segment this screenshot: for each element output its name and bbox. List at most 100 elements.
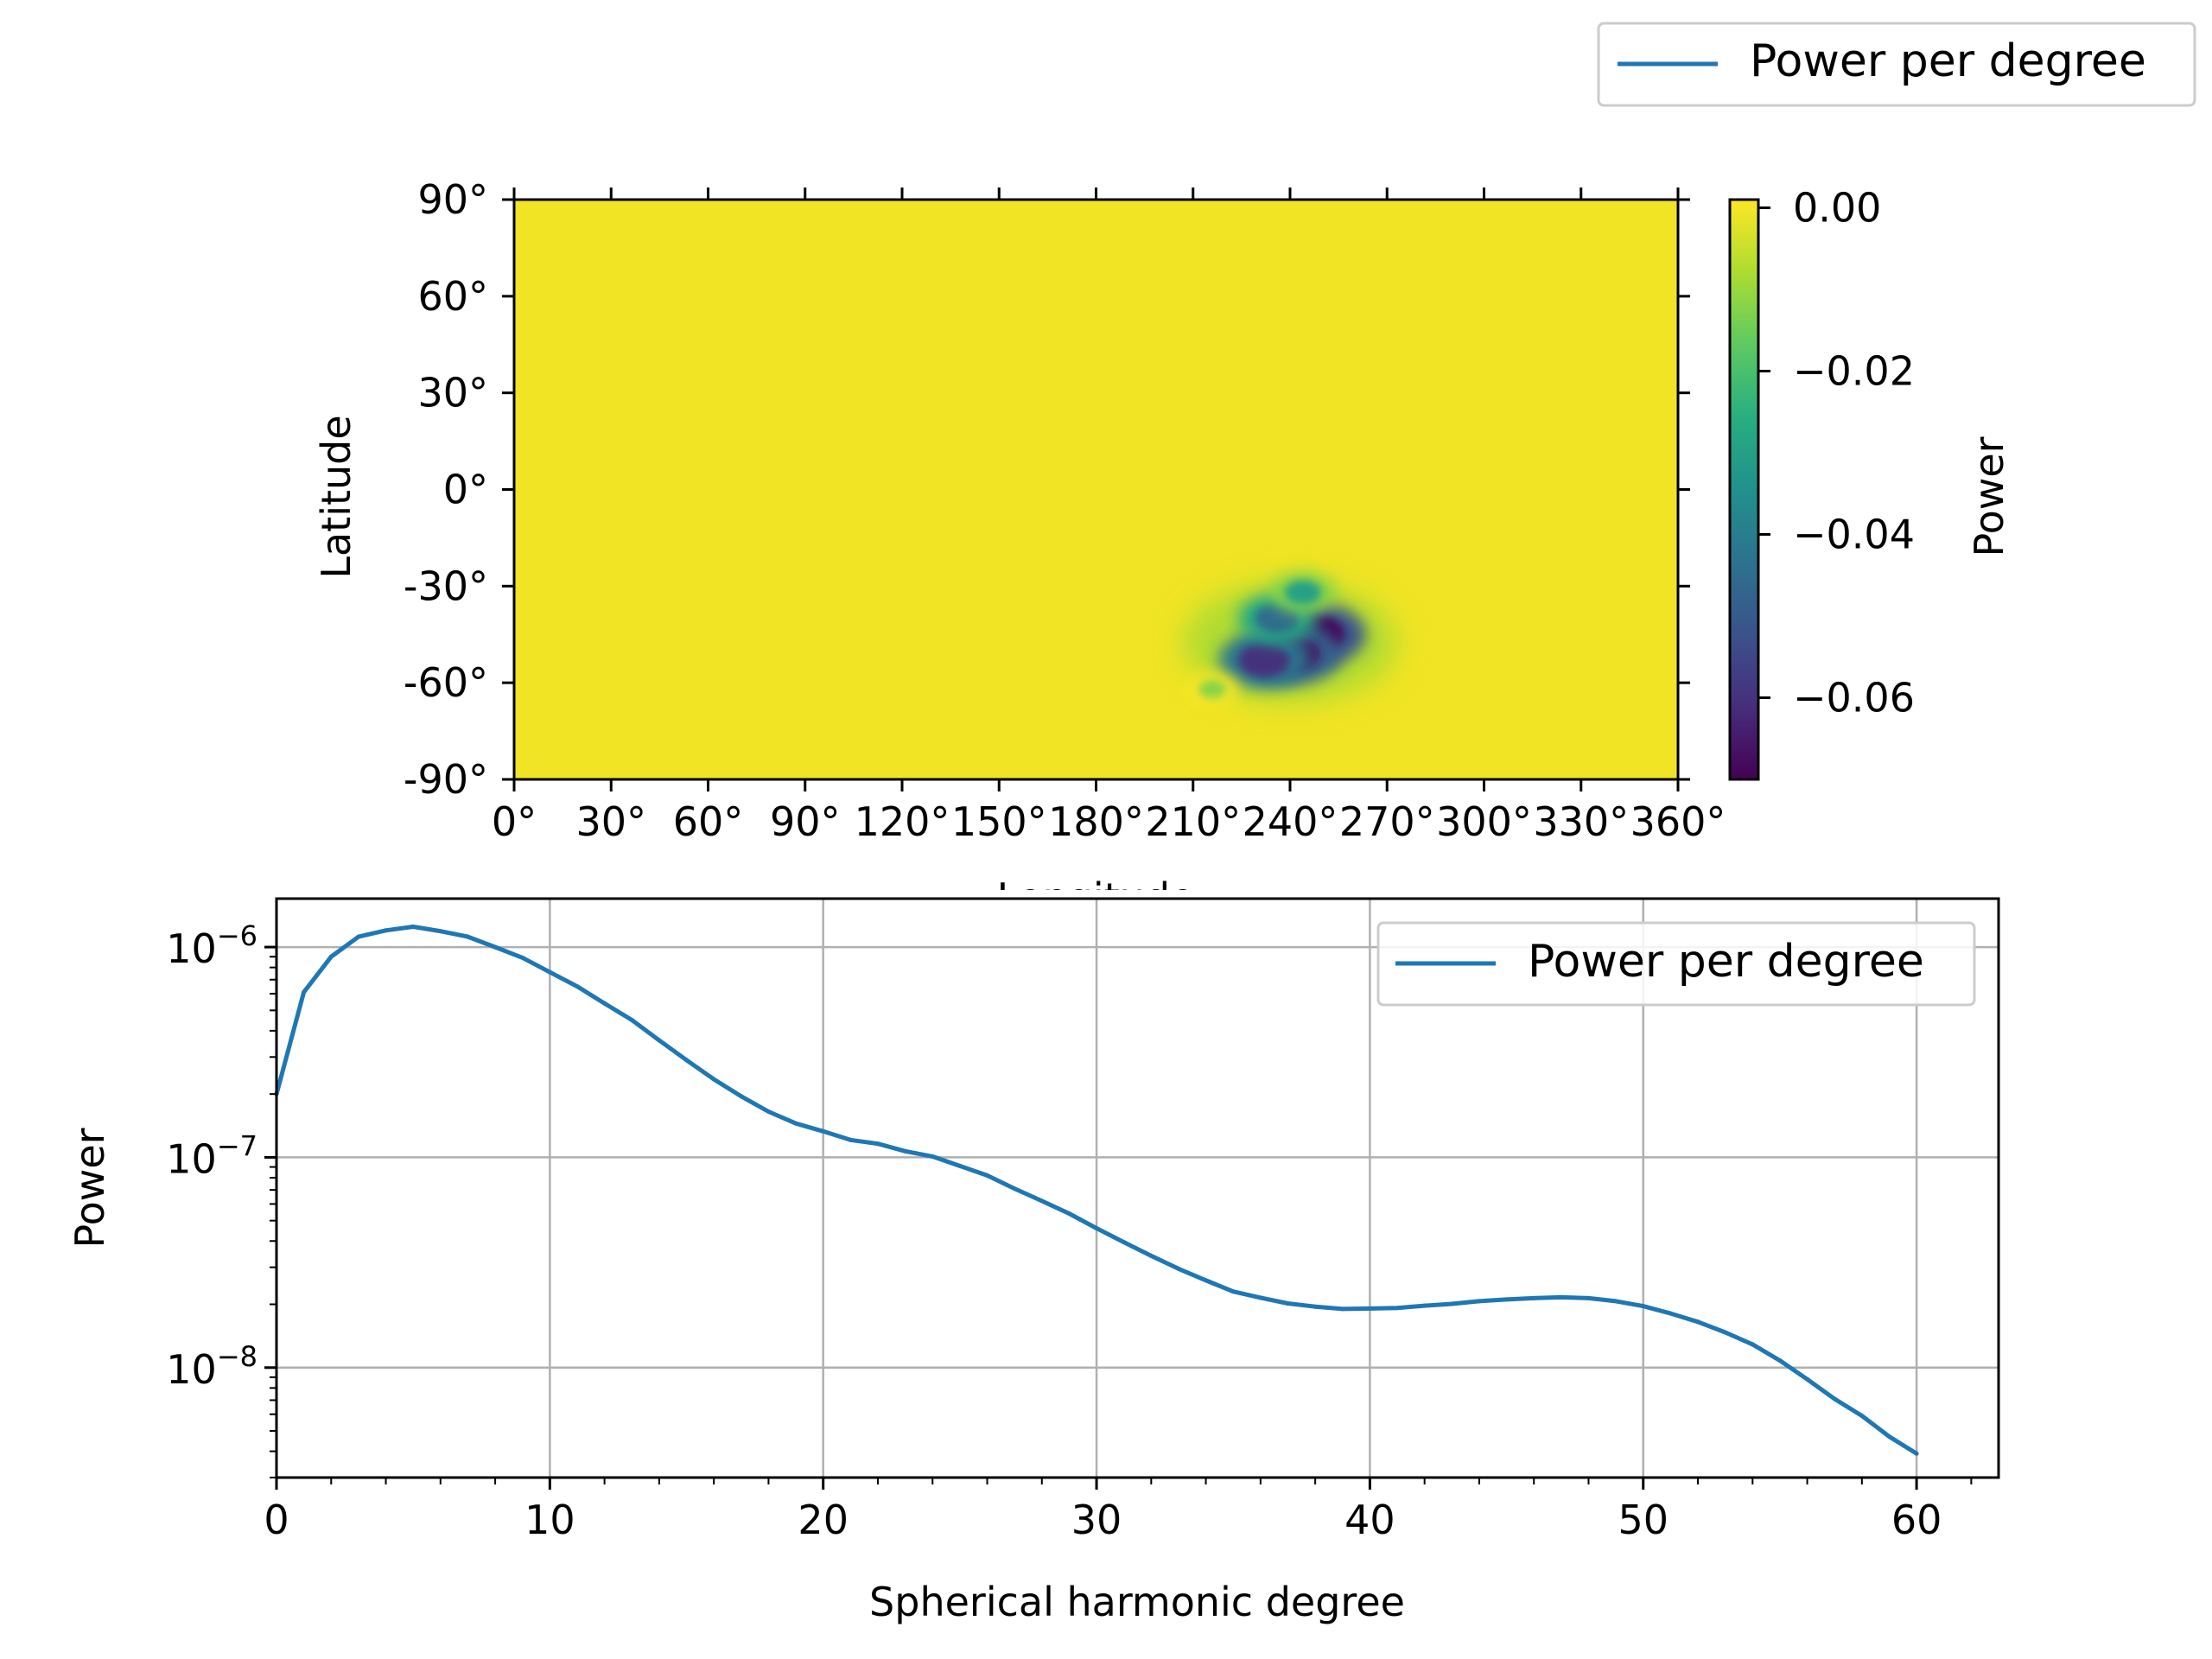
spectrum-data-point <box>985 1173 989 1178</box>
spectrum-panel: 0 10 20 30 40 50 60 10−8 10−7 10−6 Spherical har… <box>67 897 2000 1625</box>
spectrum-data-point <box>1613 1299 1618 1304</box>
spectrum-data-point <box>1723 1330 1728 1335</box>
map-y-tick-label: 30° <box>417 370 488 416</box>
anomaly-core-2 <box>1238 643 1290 677</box>
spectrum-data-point <box>1559 1294 1564 1300</box>
spectrum-data-point <box>711 1077 716 1082</box>
spectrum-data-point <box>1395 1306 1400 1311</box>
spectrum-data-point <box>356 934 361 939</box>
spectrum-data-point <box>1887 1434 1891 1440</box>
spectrum-data-point <box>684 1058 689 1063</box>
spectrum-data-point <box>1340 1306 1345 1312</box>
map-x-ticks: 0° 30° 60° 90° 120° 150° 180° 210° 240° 270° 300° 3… <box>492 188 1726 845</box>
spectrum-x-tick-label: 20 <box>798 1497 849 1543</box>
spectrum-data-point <box>1641 1304 1646 1309</box>
map-background <box>514 200 1678 779</box>
spectrum-x-tick-label: 50 <box>1618 1497 1669 1543</box>
map-x-tick-label: 330° <box>1533 798 1629 845</box>
spectrum-x-ticks: 0 10 20 30 40 50 60 <box>264 1478 1973 1543</box>
figure-legend: Power per degree <box>1597 22 2196 107</box>
figure-legend-label: Power per degree <box>1750 35 2146 87</box>
map-y-tick-label: -60° <box>404 659 488 706</box>
colorbar-tick-label: −0.06 <box>1793 674 1915 721</box>
spectrum-data-point <box>1695 1319 1700 1325</box>
spectrum-series-points <box>274 925 1919 1456</box>
colorbar-tick-label: −0.02 <box>1793 347 1915 394</box>
spectrum-y-tick-label: 10−6 <box>166 919 257 972</box>
map-x-tick-label: 210° <box>1145 798 1241 845</box>
spectrum-data-point <box>1094 1226 1099 1230</box>
anomaly-core-5 <box>1198 679 1227 699</box>
colorbar-tick-label: 0.00 <box>1793 184 1881 231</box>
spectrum-data-point <box>1859 1414 1865 1418</box>
spectrum-data-point <box>957 1163 963 1168</box>
spectrum-data-point <box>1914 1451 1919 1456</box>
spectrum-data-point <box>384 928 388 933</box>
spectrum-data-point <box>930 1154 935 1159</box>
map-y-tick-label: -90° <box>404 756 488 803</box>
spectrum-data-point <box>1066 1211 1071 1216</box>
spectrum-data-point <box>903 1148 908 1154</box>
colorbar-tick-label: −0.04 <box>1793 511 1915 557</box>
spectrum-data-point <box>821 1128 826 1134</box>
spectrum-data-point <box>493 944 498 950</box>
spectrum-data-point <box>520 955 525 960</box>
spectrum-x-tick-label: 0 <box>264 1497 289 1543</box>
spectrum-data-point <box>302 989 307 995</box>
spectrum-x-tick-label: 60 <box>1891 1497 1942 1543</box>
colorbar: 0.00 −0.02 −0.04 −0.06 Power <box>1728 184 2012 781</box>
spectrum-y-tick-label: 10−8 <box>166 1340 257 1393</box>
map-y-tick-label: 0° <box>443 467 488 513</box>
map-panel: 0° 30° 60° 90° 120° 150° 180° 210° 240° 270° 300° 3… <box>313 176 1726 921</box>
spectrum-data-point <box>547 969 552 975</box>
spectrum-frame <box>275 897 2000 1479</box>
spectrum-y-tick-label: 10−7 <box>166 1129 257 1182</box>
map-x-tick-label: 120° <box>855 798 950 845</box>
spectrum-data-point <box>1176 1266 1181 1271</box>
spectrum-data-point <box>1012 1186 1017 1192</box>
spectrum-data-point <box>1531 1295 1536 1300</box>
spectrum-data-point <box>1777 1358 1783 1363</box>
spectrum-data-point <box>1258 1295 1263 1300</box>
spectrum-data-point <box>438 929 443 934</box>
spectrum-data-point <box>657 1038 662 1043</box>
spectrum-legend-frame <box>1376 921 1976 1007</box>
spectrum-data-point <box>848 1137 853 1142</box>
spectrum-data-point <box>1422 1303 1427 1308</box>
spectrum-data-point <box>1449 1301 1454 1306</box>
spectrum-data-point <box>575 984 580 989</box>
spectrum-y-axis-label: Power <box>67 1128 113 1248</box>
map-x-tick-label: 0° <box>492 798 537 845</box>
spectrum-data-point <box>465 934 470 939</box>
spectrum-x-tick-label: 40 <box>1344 1497 1395 1543</box>
map-x-tick-label: 360° <box>1630 798 1726 845</box>
spectrum-data-point <box>328 954 334 959</box>
spectrum-data-point <box>629 1018 634 1022</box>
spectrum-data-point <box>739 1094 744 1099</box>
colorbar-frame <box>1728 198 1760 781</box>
spectrum-data-point <box>1313 1304 1318 1309</box>
map-x-tick-label: 240° <box>1243 798 1338 845</box>
colorbar-gradient <box>1730 200 1758 779</box>
spectrum-data-point <box>602 1001 607 1006</box>
map-y-tick-label: -30° <box>404 563 488 609</box>
spectrum-x-axis-label: Spherical harmonic degree <box>869 1579 1405 1625</box>
spectrum-data-point <box>766 1109 771 1114</box>
spectrum-data-point <box>1477 1299 1482 1304</box>
map-x-tick-label: 150° <box>951 798 1047 845</box>
spectrum-data-point <box>1504 1297 1510 1302</box>
map-x-tick-label: 60° <box>673 798 744 845</box>
map-x-tick-label: 30° <box>575 798 646 845</box>
spectrum-legend-label: Power per degree <box>1528 936 1924 988</box>
map-y-tick-label: 60° <box>417 273 488 320</box>
spectrum-data-point <box>1367 1306 1372 1311</box>
map-x-tick-label: 300° <box>1436 798 1532 845</box>
spectrum-data-point <box>793 1121 798 1126</box>
map-x-tick-label: 90° <box>770 798 841 845</box>
spectrum-data-point <box>1832 1396 1837 1402</box>
spectrum-data-point <box>1750 1342 1755 1347</box>
figure-legend-frame <box>1597 22 2196 107</box>
map-anomaly <box>1183 572 1397 705</box>
anomaly-core-4 <box>1284 580 1322 605</box>
